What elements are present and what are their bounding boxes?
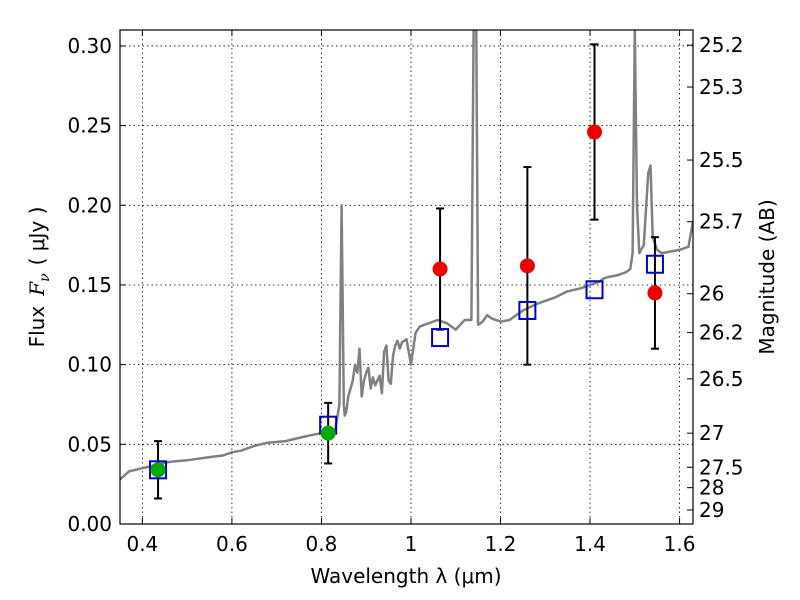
x-tick-label: 1 (405, 532, 418, 556)
plot-area (120, 30, 693, 500)
y-tick-label: 0.00 (67, 512, 112, 536)
y-axis-label-prefix: Flux (25, 306, 49, 348)
right-tick-label: 27 (699, 421, 724, 445)
model-square-point (149, 460, 168, 480)
right-tick-label: 25.5 (699, 148, 744, 172)
y-tick-label: 0.15 (67, 273, 112, 297)
x-tick-label: 1.4 (574, 532, 606, 556)
model-square-point (518, 300, 537, 320)
right-tick-label: 28 (699, 476, 724, 500)
x-axis-label: Wavelength λ (μm) (310, 564, 501, 588)
plot-frame (119, 29, 694, 525)
observed-flux-point (432, 261, 448, 277)
right-tick-label: 26.5 (699, 367, 744, 391)
right-tick-label: 25.7 (699, 210, 744, 234)
x-tick-label: 0.4 (126, 532, 158, 556)
right-tick-label: 25.3 (699, 75, 744, 99)
y-tick-label: 0.30 (67, 34, 112, 58)
y-axis-label-symbol: F (25, 281, 49, 297)
observed-flux-point (647, 285, 663, 301)
x-tick-label: 0.8 (306, 532, 338, 556)
y-tick-label: 0.10 (67, 353, 112, 377)
x-tick-label: 1.6 (664, 532, 696, 556)
y-axis-label-right: Magnitude (AB) (755, 199, 779, 354)
x-tick-label: 0.6 (216, 532, 248, 556)
observed-flux-point (320, 425, 336, 441)
observed-flux-point (587, 124, 603, 140)
observed-flux-point (519, 258, 535, 274)
model-square-point (585, 280, 604, 300)
right-tick-label: 27.5 (699, 455, 744, 479)
model-square-point (645, 254, 664, 274)
right-tick-label: 26.2 (699, 321, 744, 345)
y-axis-label-left: Flux Fν ( μJy ) (25, 207, 53, 348)
model-square-point (431, 328, 450, 348)
x-tick-label: 1.2 (485, 532, 517, 556)
y-tick-label: 0.20 (67, 193, 112, 217)
y-tick-label: 0.05 (67, 432, 112, 456)
right-tick-label: 26 (699, 282, 724, 306)
right-tick-label: 25.2 (699, 33, 744, 57)
observed-flux-point (150, 462, 166, 478)
y-tick-label: 0.25 (67, 114, 112, 138)
y-axis-label-unit: ( μJy ) (25, 207, 49, 266)
y-axis-label-subscript: ν (37, 273, 53, 282)
right-tick-label: 29 (699, 498, 724, 522)
axis-ticks: 0.4 0.6 0.8 1 1.2 1.4 1.6 0.00 0.05 0.10 0.15 0.20 0… (67, 30, 744, 556)
